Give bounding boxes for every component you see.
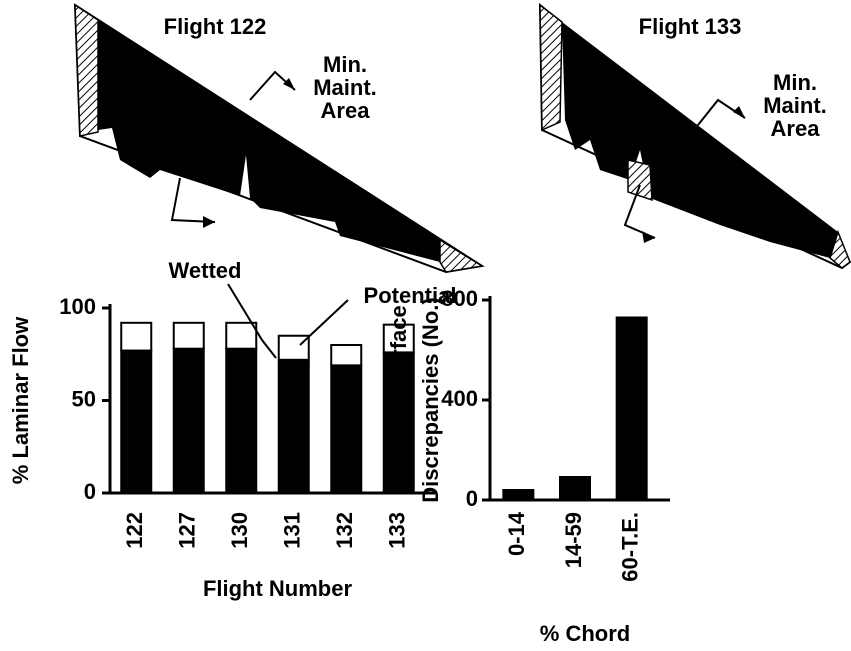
bar-segment [279, 336, 309, 360]
bar-segment [226, 323, 256, 349]
wing-label: Maint. [763, 93, 827, 118]
figure: Flight 122 Min. Maint. Area Flight 133 M… [0, 0, 851, 651]
y-tick-label: 0 [466, 486, 478, 511]
x-tick-label: 132 [332, 512, 357, 549]
bar-segment [174, 323, 204, 349]
x-axis-label: % Chord [540, 621, 630, 646]
wing-label: Area [771, 116, 821, 141]
y-tick-label: 100 [59, 294, 96, 319]
x-tick-label: 131 [280, 512, 305, 549]
x-tick-label: 133 [385, 512, 410, 549]
wing-title: Flight 122 [164, 14, 267, 39]
wing-title: Flight 133 [639, 14, 742, 39]
y-axis-label: % Laminar Flow [8, 316, 33, 484]
wing-label: Area [321, 98, 371, 123]
x-tick-label: 14-59 [561, 512, 586, 568]
page: Flight 122 Min. Maint. Area Flight 133 M… [0, 0, 851, 651]
bar-segment [121, 323, 151, 351]
bar [503, 490, 533, 500]
bar-segment [174, 349, 204, 493]
wing-diagram [75, 5, 482, 272]
series-label: Wetted [169, 258, 242, 283]
wing-label: Maint. [313, 75, 377, 100]
y-tick-label: 50 [72, 386, 96, 411]
x-tick-label: 127 [175, 512, 200, 549]
bar-segment [331, 365, 361, 493]
y-tick-label: 400 [441, 386, 478, 411]
y-tick-label: 800 [441, 286, 478, 311]
leader-line [300, 300, 348, 345]
wing-label: Min. [773, 70, 817, 95]
bar [560, 477, 590, 500]
x-axis-label: Flight Number [203, 576, 353, 601]
x-tick-label: 130 [227, 512, 252, 549]
y-axis-label: Discrepancies (No.) [418, 297, 443, 502]
wing-label: Min. [323, 52, 367, 77]
x-tick-label: 122 [122, 512, 147, 549]
bar-segment [279, 360, 309, 493]
x-tick-label: 60-T.E. [617, 512, 642, 582]
y-axis-label: Flight 133 Surface [386, 305, 411, 495]
bar-segment [226, 349, 256, 493]
bar-segment [121, 351, 151, 493]
y-tick-label: 0 [84, 479, 96, 504]
x-tick-label: 0-14 [504, 511, 529, 556]
bar-segment [331, 345, 361, 365]
bar [617, 318, 647, 501]
